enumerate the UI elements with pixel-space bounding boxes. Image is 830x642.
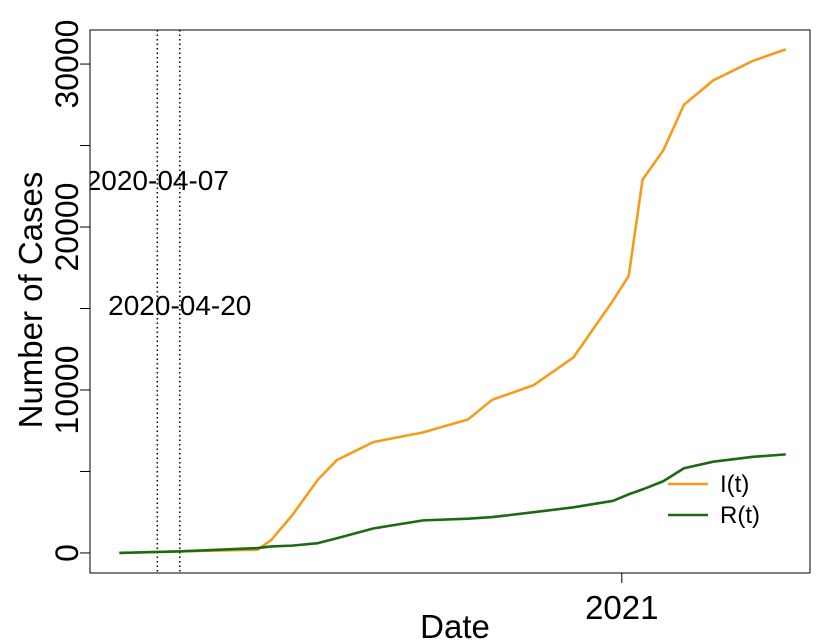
- x-tick-label: 2021: [585, 589, 658, 626]
- series-line: [119, 48, 787, 555]
- y-tick-label: 10000: [49, 345, 85, 434]
- y-tick-label: 20000: [49, 183, 85, 272]
- legend-label: R(t): [720, 502, 760, 529]
- vline-label: 2020-04-20: [108, 290, 251, 321]
- plot-box: [89, 29, 811, 574]
- legend-label: I(t): [720, 471, 749, 498]
- vline-label: 2020-04-07: [86, 165, 229, 196]
- series-line: [119, 453, 786, 555]
- y-tick-label: 30000: [49, 20, 85, 109]
- y-tick-label: 0: [49, 544, 85, 562]
- y-axis-label: Number of Cases: [12, 172, 49, 429]
- x-axis-label: Date: [420, 608, 490, 642]
